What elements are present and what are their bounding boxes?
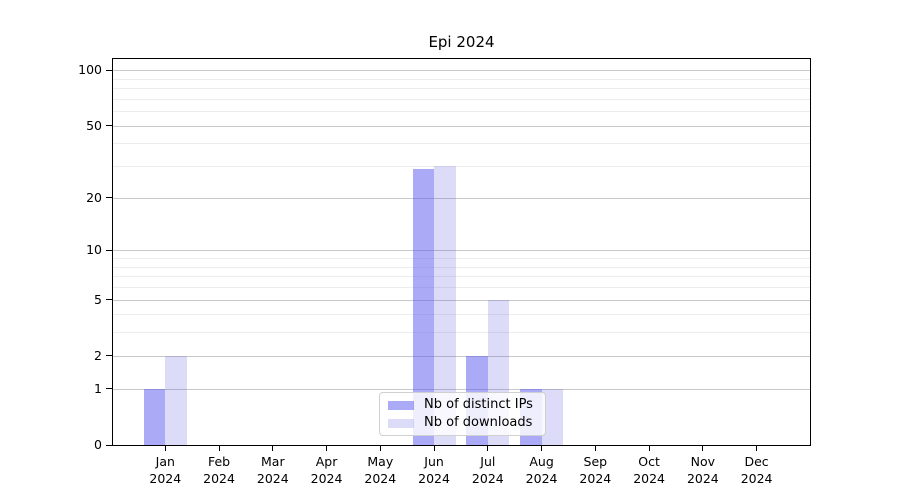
major-gridline: [113, 250, 810, 252]
y-tick-label: 0: [94, 437, 102, 452]
chart-title: Epi 2024: [428, 33, 495, 51]
x-tick-mark: [272, 446, 274, 451]
x-tick-mark: [702, 446, 704, 451]
x-tick-mark: [379, 446, 381, 451]
x-tick-mark: [594, 446, 596, 451]
x-tick-mark: [326, 446, 328, 451]
y-tick-label: 1: [94, 380, 102, 396]
x-tick-label: Oct 2024: [633, 454, 665, 486]
y-tick-mark: [106, 355, 112, 357]
major-gridline: [113, 125, 810, 127]
y-tick-mark: [106, 444, 112, 446]
x-tick-mark: [648, 446, 650, 451]
minor-gridline: [113, 314, 810, 316]
bar-nb-of-downloads: [434, 166, 456, 445]
legend: Nb of distinct IPs Nb of downloads: [379, 392, 546, 436]
minor-gridline: [113, 332, 810, 334]
bar-nb-of-distinct-ips: [412, 168, 435, 445]
plot-area: [112, 58, 811, 446]
x-tick-label: Feb 2024: [203, 454, 235, 486]
legend-label-distinct-ips: Nb of distinct IPs: [424, 397, 533, 412]
y-tick-label: 2: [94, 347, 102, 363]
y-tick-label: 20: [86, 189, 102, 205]
minor-gridline: [113, 266, 810, 268]
minor-gridline: [113, 166, 810, 168]
x-tick-label: Dec 2024: [740, 454, 773, 486]
x-tick-mark: [541, 446, 543, 451]
minor-gridline: [113, 276, 810, 278]
y-tick-mark: [106, 69, 112, 71]
minor-gridline: [113, 111, 810, 113]
x-tick-mark: [164, 446, 166, 451]
y-tick-label: 5: [94, 291, 102, 307]
x-tick-label: May 2024: [364, 454, 397, 486]
major-gridline: [113, 388, 810, 390]
bar-nb-of-distinct-ips: [143, 388, 166, 445]
legend-label-downloads: Nb of downloads: [424, 415, 533, 430]
y-tick-mark: [106, 388, 112, 390]
y-tick-label: 10: [86, 242, 102, 258]
x-tick-label: Jun 2024: [418, 454, 450, 486]
x-tick-mark: [218, 446, 220, 451]
y-tick-label: 50: [86, 117, 102, 133]
x-tick-label: Apr 2024: [310, 454, 343, 486]
legend-item-downloads: Nb of downloads: [388, 414, 533, 432]
minor-gridline: [113, 258, 810, 260]
minor-gridline: [113, 78, 810, 80]
y-tick-mark: [106, 125, 112, 127]
x-tick-label: Aug 2024: [525, 454, 558, 486]
minor-gridline: [113, 143, 810, 145]
major-gridline: [113, 299, 810, 301]
x-tick-mark: [756, 446, 758, 451]
x-tick-label: Jan 2024: [149, 454, 182, 486]
minor-gridline: [113, 98, 810, 100]
y-tick-mark: [106, 299, 112, 300]
bar-nb-of-downloads: [165, 355, 187, 445]
legend-swatch-downloads-icon: [388, 418, 414, 428]
y-tick-mark: [106, 249, 112, 251]
x-tick-label: Mar 2024: [256, 454, 289, 486]
major-gridline: [113, 70, 810, 72]
legend-item-distinct-ips: Nb of distinct IPs: [388, 396, 533, 414]
bar-nb-of-downloads: [541, 388, 564, 445]
major-gridline: [113, 197, 810, 199]
x-tick-mark: [433, 446, 435, 451]
major-gridline: [113, 355, 810, 357]
y-tick-mark: [106, 197, 112, 199]
x-tick-label: Sep 2024: [579, 454, 612, 486]
x-tick-label: Nov 2024: [686, 454, 719, 486]
x-tick-label: Jul 2024: [471, 454, 504, 486]
y-tick-label: 100: [78, 62, 102, 78]
minor-gridline: [113, 88, 810, 90]
minor-gridline: [113, 286, 810, 288]
legend-swatch-distinct-ips-icon: [388, 400, 414, 410]
x-tick-mark: [487, 446, 489, 451]
